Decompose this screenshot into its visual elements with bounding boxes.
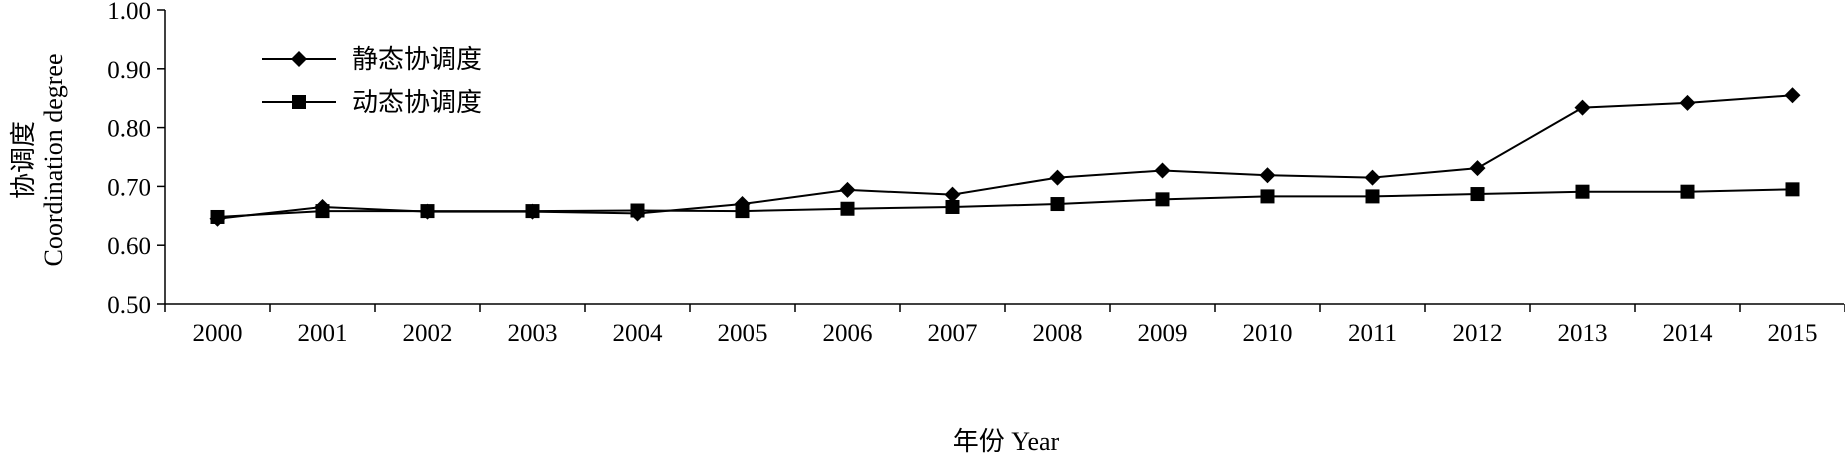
data-point bbox=[944, 186, 961, 203]
data-point bbox=[1050, 197, 1065, 212]
x-tick-label: 2002 bbox=[403, 320, 453, 347]
legend-marker bbox=[291, 51, 307, 67]
data-point bbox=[525, 204, 540, 219]
x-tick-label: 2013 bbox=[1558, 320, 1608, 347]
data-point bbox=[420, 204, 435, 219]
data-point bbox=[210, 209, 225, 224]
legend-item: 动态协调度 bbox=[262, 88, 482, 117]
data-point bbox=[1259, 167, 1276, 184]
data-point bbox=[1574, 99, 1591, 116]
x-tick-label: 2010 bbox=[1243, 320, 1293, 347]
legend-item: 静态协调度 bbox=[262, 45, 482, 74]
data-point bbox=[840, 201, 855, 216]
y-axis-ticks: 0.50 0.60 0.70 0.80 0.90 1.00 bbox=[107, 0, 165, 319]
y-tick-label: 0.90 bbox=[107, 57, 151, 84]
data-point bbox=[1154, 162, 1171, 179]
data-point bbox=[1469, 160, 1486, 177]
x-axis-ticks: 2000 2001 2002 2003 2004 2005 2006 2007 2008 2009… bbox=[164, 304, 1845, 347]
series-line bbox=[217, 188, 1793, 218]
y-tick-label: 0.60 bbox=[107, 233, 151, 260]
data-point bbox=[1364, 169, 1381, 186]
y-tick-label: 1.00 bbox=[107, 0, 151, 25]
y-tick-label: 0.80 bbox=[107, 116, 151, 143]
legend-marker bbox=[292, 95, 306, 109]
data-point bbox=[1365, 189, 1380, 204]
series-layer bbox=[209, 87, 1801, 227]
legend-label: 静态协调度 bbox=[352, 45, 482, 74]
data-point bbox=[1049, 169, 1066, 186]
y-axis-title-chinese: 协调度 bbox=[9, 121, 38, 199]
data-point bbox=[735, 204, 750, 219]
x-tick-label: 2012 bbox=[1453, 320, 1503, 347]
x-tick-label: 2008 bbox=[1033, 320, 1083, 347]
y-tick-label: 0.50 bbox=[107, 292, 151, 319]
data-point bbox=[630, 203, 645, 218]
x-tick-label: 2003 bbox=[508, 320, 558, 347]
x-tick-label: 2007 bbox=[928, 320, 978, 347]
y-tick-label: 0.70 bbox=[107, 174, 151, 201]
x-tick-label: 2001 bbox=[298, 320, 348, 347]
data-point bbox=[945, 199, 960, 214]
data-point bbox=[1785, 182, 1800, 197]
data-point bbox=[1260, 189, 1275, 204]
data-point bbox=[839, 181, 856, 198]
x-tick-label: 2015 bbox=[1768, 320, 1818, 347]
x-tick-label: 2011 bbox=[1348, 320, 1397, 347]
x-tick-label: 2005 bbox=[718, 320, 768, 347]
x-axis-title: 年份 Year bbox=[953, 427, 1060, 456]
data-point bbox=[1575, 184, 1590, 199]
y-axis-title-english: Coordination degree bbox=[39, 54, 68, 267]
data-point bbox=[1679, 94, 1696, 111]
x-tick-label: 2009 bbox=[1138, 320, 1188, 347]
x-tick-label: 2014 bbox=[1663, 320, 1714, 347]
legend-label: 动态协调度 bbox=[352, 88, 482, 117]
x-tick-label: 2006 bbox=[823, 320, 873, 347]
data-point bbox=[1155, 192, 1170, 207]
x-tick-label: 2000 bbox=[193, 320, 243, 347]
data-point bbox=[1680, 184, 1695, 199]
series-2 bbox=[210, 182, 1800, 224]
data-point bbox=[1784, 87, 1801, 104]
data-point bbox=[1470, 187, 1485, 202]
x-tick-label: 2004 bbox=[613, 320, 664, 347]
data-point bbox=[315, 204, 330, 219]
